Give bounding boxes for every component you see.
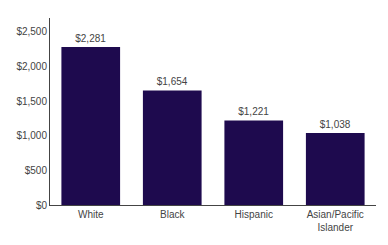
svg-text:$2,000: $2,000 <box>16 61 47 72</box>
svg-text:$1,000: $1,000 <box>16 130 47 141</box>
svg-text:$1,221: $1,221 <box>238 106 269 117</box>
svg-text:White: White <box>78 209 104 220</box>
svg-text:$500: $500 <box>25 165 48 176</box>
svg-text:Hispanic: Hispanic <box>235 209 273 220</box>
svg-text:Asian/PacificIslander: Asian/PacificIslander <box>307 209 364 233</box>
svg-text:$1,038: $1,038 <box>320 119 351 130</box>
svg-text:Black: Black <box>160 209 185 220</box>
svg-text:$2,500: $2,500 <box>16 26 47 37</box>
svg-text:$2,281: $2,281 <box>75 33 106 44</box>
svg-text:$1,654: $1,654 <box>157 76 188 87</box>
svg-text:$1,500: $1,500 <box>16 96 47 107</box>
svg-text:$0: $0 <box>36 200 48 211</box>
